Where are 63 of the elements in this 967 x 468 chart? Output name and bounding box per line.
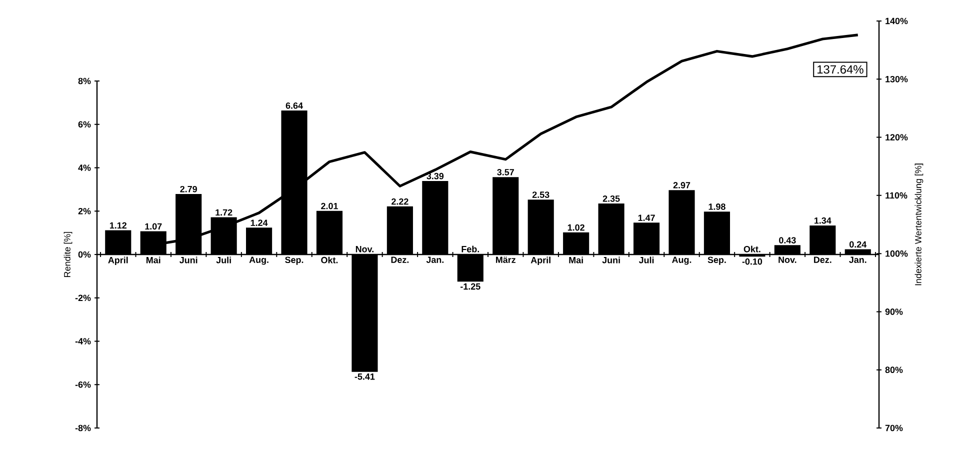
x-tick-label: Mai xyxy=(569,256,583,264)
x-tick-label: Aug. xyxy=(672,256,692,265)
x-tick-label: Mai xyxy=(146,256,160,264)
text: 137.64% xyxy=(818,65,864,74)
y-tick-label: -6% xyxy=(75,381,91,388)
x-tick-label: Okt. xyxy=(321,256,338,264)
y2-tick-label: 100% xyxy=(886,250,908,257)
data-label: 1.07 xyxy=(145,223,162,230)
y-tick-label: 6% xyxy=(78,121,91,128)
x-tick-label: Dez. xyxy=(391,256,409,263)
x-tick-label: Sep. xyxy=(285,256,304,265)
x-tick-label: Aug. xyxy=(249,256,268,265)
y-tick-label: -2% xyxy=(75,294,91,302)
data-label: 1.47 xyxy=(638,214,655,221)
x-tick-label: Juli xyxy=(216,256,231,264)
data-label: 1.12 xyxy=(110,222,126,229)
y-tick-label: 4% xyxy=(78,164,91,171)
x-tick-label: Juli xyxy=(638,256,654,264)
x-tick-label: März xyxy=(496,256,516,263)
x-tick-label: Okt. xyxy=(744,246,760,252)
data-label: 6.64 xyxy=(286,102,303,109)
data-label: 1.02 xyxy=(568,224,584,231)
y2-tick-label: 110% xyxy=(886,192,908,199)
x-tick-label: Sep. xyxy=(708,256,726,265)
x-tick-label: Juni xyxy=(602,256,620,264)
data-label: 0.43 xyxy=(779,237,796,244)
y2-tick-label: 140% xyxy=(886,18,908,24)
y-axis-title: Rendite [%] xyxy=(64,232,72,277)
y-tick-label: -4% xyxy=(75,338,91,344)
y2-axis-title: Indexierte Wertentwicklung [%] xyxy=(914,164,924,286)
data-label: 3.57 xyxy=(497,169,514,176)
data-label: 2.22 xyxy=(392,198,408,205)
y-tick-label: 2% xyxy=(78,208,91,214)
data-label: 2.35 xyxy=(602,195,620,202)
data-label: 1.72 xyxy=(216,209,232,216)
data-label: -0.10 xyxy=(742,258,762,265)
data-label: 1.98 xyxy=(708,204,726,210)
data-label: -5.41 xyxy=(354,374,375,380)
data-label: 2.01 xyxy=(321,202,338,210)
x-tick-label: Nov. xyxy=(778,256,796,263)
x-tick-label: April xyxy=(108,256,128,266)
y-tick-label: 0% xyxy=(78,251,91,258)
x-tick-label: Dez. xyxy=(814,256,832,263)
data-label: 2.53 xyxy=(532,192,550,198)
x-tick-label: Nov. xyxy=(356,246,374,252)
data-label: -1.25 xyxy=(460,283,480,290)
y-tick-label: -8% xyxy=(75,424,91,432)
data-label: 1.24 xyxy=(250,220,268,226)
y2-tick-label: 130% xyxy=(886,76,908,82)
y2-tick-label: 80% xyxy=(885,366,903,374)
y2-tick-label: 70% xyxy=(885,424,903,432)
data-label: 2.79 xyxy=(180,186,197,192)
y2-tick-label: 120% xyxy=(886,134,908,140)
data-label: 2.97 xyxy=(673,182,690,188)
x-tick-label: Jan. xyxy=(849,256,866,263)
x-tick-label: Feb. xyxy=(462,246,479,252)
x-tick-label: April xyxy=(530,256,550,266)
data-label: 0.24 xyxy=(850,241,867,248)
data-label: 1.34 xyxy=(814,217,832,224)
y-tick-label: 8% xyxy=(78,78,91,84)
y2-tick-label: 90% xyxy=(885,308,903,315)
x-tick-label: Jan. xyxy=(426,256,444,263)
x-tick-label: Juni xyxy=(180,256,198,264)
